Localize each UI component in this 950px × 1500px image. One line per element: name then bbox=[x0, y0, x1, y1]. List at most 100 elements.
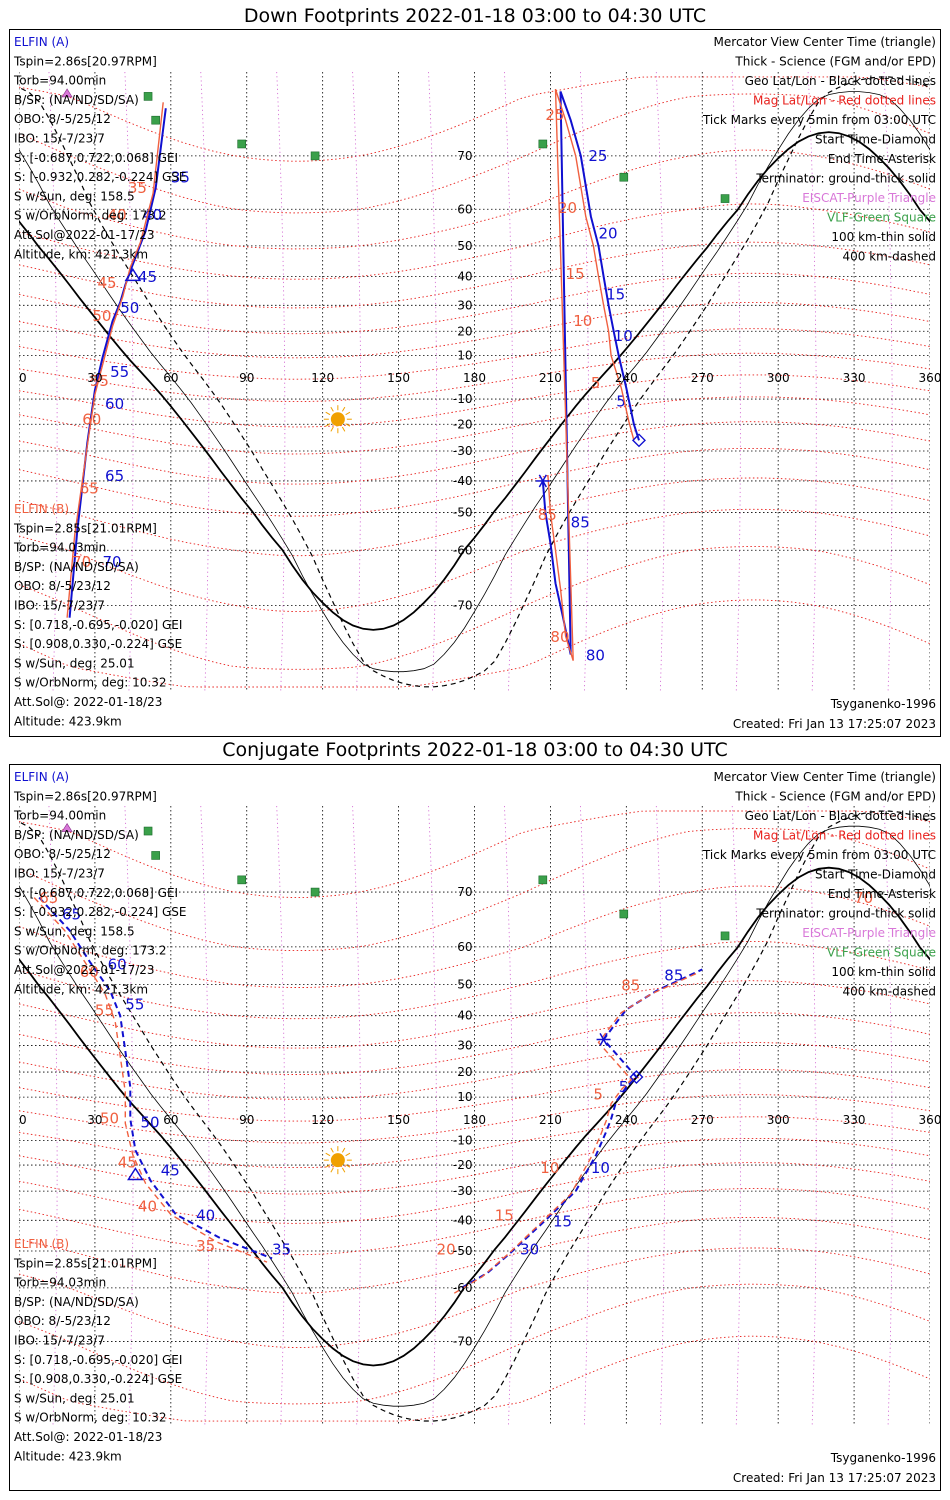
elfin-a-info-line: S: [-0.932,0.282,-0.224] GSE bbox=[14, 170, 187, 184]
legend-line: VLF-Green Square bbox=[827, 211, 936, 225]
elfin-b-info-line: B/SP: (NA/ND/SD/SA) bbox=[14, 1295, 139, 1309]
legend-line: 100 km-thin solid bbox=[831, 230, 936, 244]
eiscat-triangle bbox=[61, 88, 73, 98]
lat-tick-label: 60 bbox=[457, 202, 472, 216]
lon-tick-label: 240 bbox=[615, 371, 638, 385]
legend-line: EISCAT-Purple Triangle bbox=[802, 926, 936, 940]
lon-tick-label: 300 bbox=[767, 1113, 790, 1127]
elfin-b-info-line: OBO: 8/-5/23/12 bbox=[14, 1314, 111, 1328]
legend-line: Mag Lat/Lon - Red dotted lines bbox=[753, 829, 936, 843]
legend-line: Geo Lat/Lon - Black dotted lines bbox=[745, 809, 936, 823]
vlf-square bbox=[310, 151, 320, 161]
elfin-a-info-line: S: [-0.687,0.722,0.068] GEI bbox=[14, 886, 178, 900]
tick-label-b: 20 bbox=[437, 1241, 456, 1259]
lon-tick-label: 30 bbox=[87, 1113, 102, 1127]
mag-meridian bbox=[883, 806, 893, 1426]
elfin-b-info-line: S w/OrbNorm, deg: 10.32 bbox=[14, 1411, 166, 1425]
center-triangle bbox=[127, 1167, 144, 1181]
lat-tick-label: 50 bbox=[457, 977, 472, 991]
elfin-b-info-line: B/SP: (NA/ND/SD/SA) bbox=[14, 560, 139, 574]
tick-label-a: 5 bbox=[616, 393, 626, 411]
elfin-a-info-line: IBO: 15/-7/23/7 bbox=[14, 867, 105, 881]
legend-line: EISCAT-Purple Triangle bbox=[802, 191, 936, 205]
lat-tick-label: 70 bbox=[457, 885, 472, 899]
elfin-a-info-line: Att.Sol@2022-01-17/23 bbox=[14, 228, 155, 242]
mag-meridian bbox=[883, 72, 893, 692]
mag-parallel bbox=[19, 76, 930, 162]
tick-label-a: 85 bbox=[571, 514, 590, 532]
tick-label-a: 45 bbox=[138, 268, 157, 286]
sun-ray bbox=[330, 1147, 334, 1153]
tick-label-b: 15 bbox=[495, 1206, 514, 1224]
lat-tick-label: -30 bbox=[453, 444, 473, 458]
elfin-a-info-line: Torb=94.00min bbox=[13, 74, 106, 88]
vlf-square bbox=[619, 909, 629, 919]
elfin-b-info-line: Tspin=2.85s[21.01RPM] bbox=[13, 1256, 157, 1270]
tick-label-a: 35 bbox=[171, 169, 190, 187]
lat-tick-label: 40 bbox=[457, 269, 472, 283]
tick-label-a: 70 bbox=[103, 553, 122, 571]
legend-line: Tick Marks every 5min from 03:00 UTC bbox=[702, 848, 936, 862]
tick-label-a: 15 bbox=[606, 286, 625, 304]
elfin-b-info-line: Altitude: 423.9km bbox=[14, 714, 122, 728]
lon-tick-label: 0 bbox=[19, 1113, 27, 1127]
elfin-b-info-line: OBO: 8/-5/23/12 bbox=[14, 579, 111, 593]
mag-meridian bbox=[124, 806, 134, 1426]
elfin-a-info-line: S w/Sun, deg: 158.5 bbox=[14, 924, 135, 938]
tick-label-a: 55 bbox=[110, 363, 129, 381]
elfin-b-info-line: IBO: 15/-7/23/7 bbox=[14, 599, 105, 613]
legend-line: Mercator View Center Time (triangle) bbox=[714, 770, 936, 784]
lat-tick-label: 30 bbox=[457, 1038, 472, 1052]
tick-label-a: 30 bbox=[520, 1241, 539, 1259]
tick-label-b: 35 bbox=[196, 1237, 215, 1255]
vlf-square bbox=[720, 194, 730, 203]
lon-tick-label: 210 bbox=[539, 1113, 562, 1127]
lat-tick-label: -60 bbox=[453, 1281, 473, 1295]
mag-parallel bbox=[19, 1283, 930, 1405]
elfin-a-info-line: S: [-0.687,0.722,0.068] GEI bbox=[14, 151, 178, 165]
tick-label-b: 65 bbox=[39, 889, 58, 907]
mag-meridian bbox=[200, 72, 210, 692]
legend-line: Mercator View Center Time (triangle) bbox=[714, 35, 936, 49]
lat-tick-label: -20 bbox=[453, 1158, 473, 1172]
mag-meridian bbox=[504, 806, 514, 1426]
elfin-a-header: ELFIN (A) bbox=[14, 770, 69, 784]
terminator-100km bbox=[19, 91, 930, 673]
vlf-square bbox=[151, 851, 160, 860]
tick-label-b: 50 bbox=[92, 307, 111, 325]
model-label: Tsyganenko-1996 bbox=[830, 697, 936, 711]
tick-label-b: 5 bbox=[593, 1085, 603, 1103]
footprint-track-a bbox=[461, 968, 703, 1289]
elfin-b-info-line: Altitude: 423.9km bbox=[14, 1449, 122, 1463]
sun-icon bbox=[330, 412, 345, 427]
tick-label-a: 20 bbox=[598, 225, 617, 243]
tick-label-a: 40 bbox=[196, 1206, 215, 1224]
tick-label-a: 25 bbox=[588, 147, 607, 165]
created-label: Created: Fri Jan 13 17:25:07 2023 bbox=[733, 717, 936, 731]
tick-label-a: 35 bbox=[272, 1241, 291, 1259]
lon-tick-label: 360 bbox=[919, 371, 942, 385]
eiscat-triangle bbox=[61, 822, 73, 832]
tick-label-b: 85 bbox=[621, 977, 640, 995]
lon-tick-label: 180 bbox=[463, 1113, 486, 1127]
lat-tick-label: -10 bbox=[453, 1133, 473, 1147]
lat-tick-label: 50 bbox=[457, 239, 472, 253]
terminator-100km bbox=[19, 825, 930, 1407]
mag-parallel bbox=[19, 272, 930, 335]
lon-tick-label: 150 bbox=[387, 1113, 410, 1127]
panel-1-title: Down Footprints 2022-01-18 03:00 to 04:3… bbox=[243, 5, 707, 27]
legend-line: Start Time-Diamond bbox=[815, 868, 936, 882]
elfin-b-info-line: Tspin=2.85s[21.01RPM] bbox=[13, 521, 157, 535]
mag-meridian bbox=[276, 72, 286, 692]
sun-ray bbox=[325, 423, 331, 427]
mag-meridian bbox=[428, 806, 438, 1426]
lat-tick-label: 20 bbox=[457, 324, 472, 338]
tick-label-a: 15 bbox=[553, 1212, 572, 1230]
mag-parallel bbox=[19, 1162, 930, 1224]
tick-label-a: 65 bbox=[62, 905, 81, 923]
start-diamond bbox=[631, 433, 646, 448]
mag-meridian bbox=[428, 72, 438, 692]
tick-label-b: 70 bbox=[854, 889, 873, 907]
sun-ray bbox=[325, 1152, 331, 1157]
